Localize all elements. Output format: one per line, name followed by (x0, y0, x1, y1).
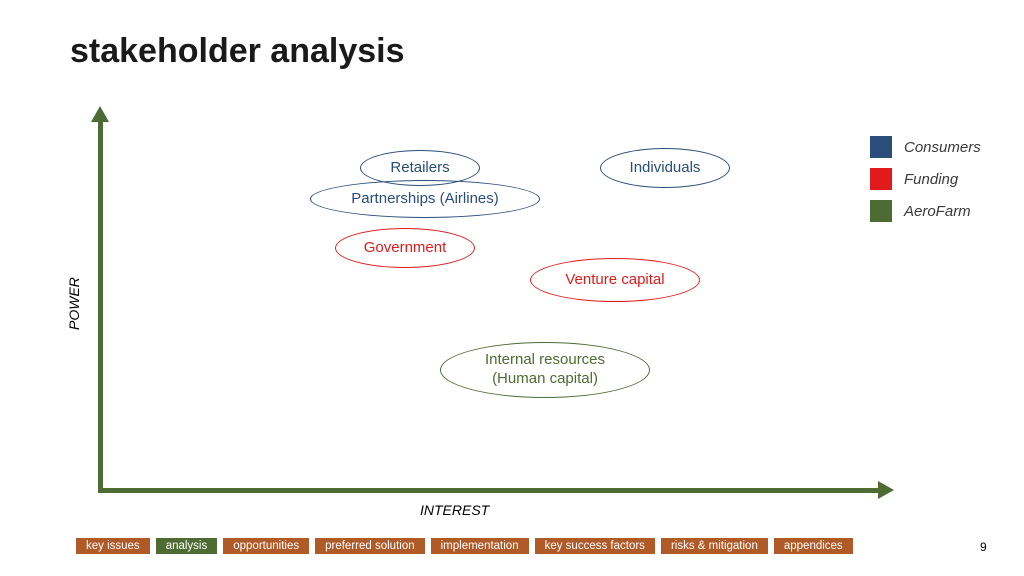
legend-swatch (870, 168, 892, 190)
nav-item[interactable]: risks & mitigation (661, 538, 768, 554)
legend-row: Consumers (870, 136, 981, 158)
bottom-nav: key issues analysis opportunities preferred… (76, 538, 853, 554)
stakeholder-label: Individuals (630, 159, 701, 178)
slide: stakeholder analysis POWER INTEREST Reta… (0, 0, 1024, 576)
stakeholder-node: Government (335, 228, 475, 268)
legend-label: Consumers (904, 139, 981, 156)
stakeholder-label: Retailers (390, 159, 449, 178)
page-number: 9 (980, 540, 987, 554)
stakeholder-node: Internal resources (Human capital) (440, 342, 650, 398)
legend-label: AeroFarm (904, 203, 971, 220)
stakeholder-label: Internal resources (Human capital) (485, 351, 605, 389)
nav-item[interactable]: appendices (774, 538, 853, 554)
stakeholder-node: Individuals (600, 148, 730, 188)
nav-item[interactable]: analysis (156, 538, 218, 554)
page-title: stakeholder analysis (70, 32, 405, 71)
stakeholder-label: Partnerships (Airlines) (351, 190, 499, 209)
stakeholder-node: Venture capital (530, 258, 700, 302)
stakeholder-label: Government (364, 239, 447, 258)
stakeholder-label: Venture capital (565, 271, 664, 290)
nav-item[interactable]: opportunities (223, 538, 309, 554)
nav-item[interactable]: key issues (76, 538, 150, 554)
nav-item[interactable]: key success factors (535, 538, 655, 554)
x-axis-line (98, 488, 878, 493)
y-axis-label: POWER (66, 277, 82, 330)
x-axis-label: INTEREST (420, 502, 489, 518)
legend-row: Funding (870, 168, 981, 190)
y-axis-line (98, 120, 103, 493)
stakeholder-node: Partnerships (Airlines) (310, 180, 540, 218)
legend: Consumers Funding AeroFarm (870, 136, 981, 232)
y-axis-arrow-icon (91, 106, 109, 122)
x-axis-arrow-icon (878, 481, 894, 499)
legend-swatch (870, 200, 892, 222)
legend-row: AeroFarm (870, 200, 981, 222)
nav-item[interactable]: preferred solution (315, 538, 425, 554)
nav-item[interactable]: implementation (431, 538, 529, 554)
legend-label: Funding (904, 171, 958, 188)
legend-swatch (870, 136, 892, 158)
